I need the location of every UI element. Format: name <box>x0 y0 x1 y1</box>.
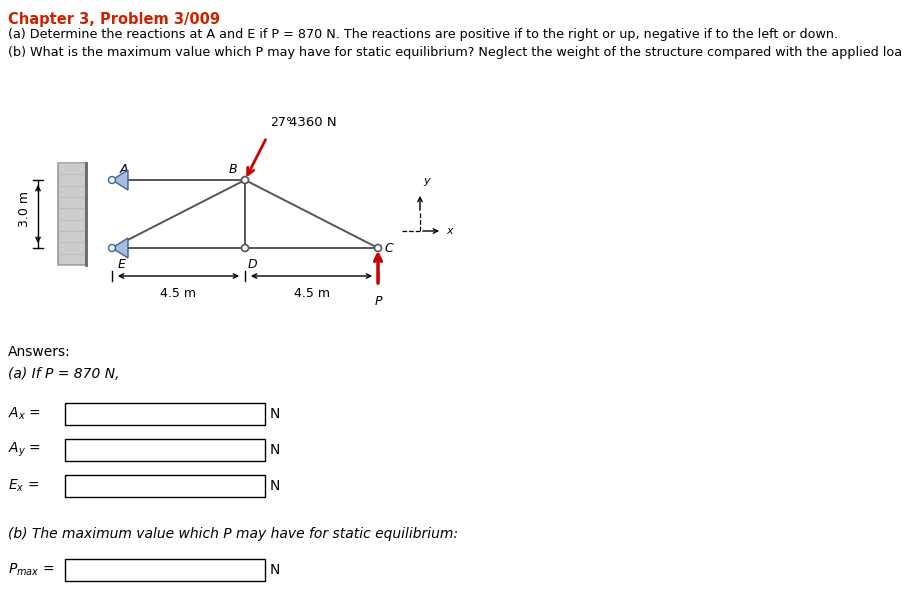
Text: (b) The maximum value which P may have for static equilibrium:: (b) The maximum value which P may have f… <box>8 527 458 541</box>
Text: N: N <box>270 479 281 493</box>
Text: 4360 N: 4360 N <box>289 116 336 129</box>
Text: N: N <box>270 407 281 421</box>
Polygon shape <box>112 170 128 190</box>
Text: 4.5 m: 4.5 m <box>293 287 329 300</box>
Bar <box>65 439 265 461</box>
Text: x: x <box>446 226 453 236</box>
Circle shape <box>374 244 382 252</box>
Text: (a) If P = 870 N,: (a) If P = 870 N, <box>8 367 119 381</box>
Bar <box>65 559 265 581</box>
Text: (b) What is the maximum value which P may have for static equilibrium? Neglect t: (b) What is the maximum value which P ma… <box>8 46 902 59</box>
Text: N: N <box>270 563 281 577</box>
Text: y: y <box>423 176 429 186</box>
Text: $P_{max}$ =: $P_{max}$ = <box>8 562 54 578</box>
Circle shape <box>108 177 115 184</box>
Text: $E_x$ =: $E_x$ = <box>8 478 40 494</box>
Text: (a) Determine the reactions at A and E if P = 870 N. The reactions are positive : (a) Determine the reactions at A and E i… <box>8 28 838 41</box>
Text: $A_x$ =: $A_x$ = <box>8 406 41 422</box>
Text: N: N <box>270 443 281 457</box>
Circle shape <box>242 177 248 184</box>
Text: D: D <box>248 258 258 271</box>
Text: P: P <box>374 295 382 308</box>
Text: 4.5 m: 4.5 m <box>161 287 197 300</box>
Text: 27°: 27° <box>270 116 292 129</box>
Bar <box>58 163 86 265</box>
Polygon shape <box>112 238 128 258</box>
Text: $A_y$ =: $A_y$ = <box>8 441 41 459</box>
Bar <box>65 403 265 425</box>
Text: Chapter 3, Problem 3/009: Chapter 3, Problem 3/009 <box>8 12 220 27</box>
Text: A: A <box>120 163 128 176</box>
Circle shape <box>108 244 115 252</box>
Text: 3.0 m: 3.0 m <box>17 191 31 227</box>
Text: B: B <box>228 163 237 176</box>
Bar <box>65 475 265 497</box>
Text: C: C <box>384 241 392 254</box>
Text: Answers:: Answers: <box>8 345 70 359</box>
Text: E: E <box>118 258 126 271</box>
Circle shape <box>242 244 248 252</box>
